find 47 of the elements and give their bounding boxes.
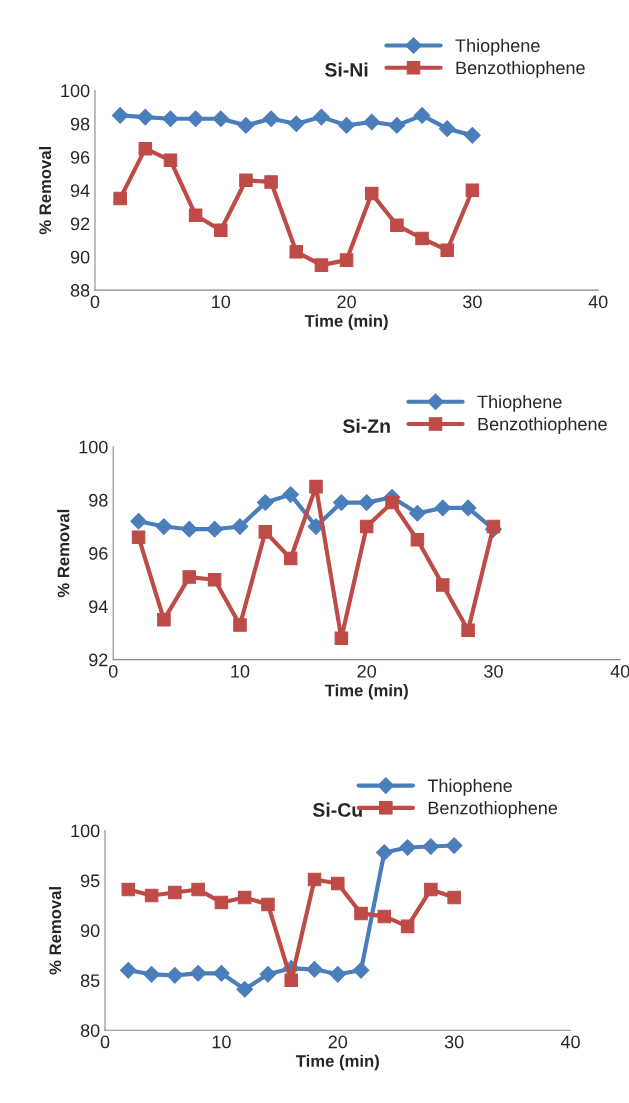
legend-label: Benzothiophene	[456, 60, 585, 78]
y-tick-label: 95	[80, 874, 100, 888]
y-tick-label: 98	[89, 493, 108, 507]
legend-label: Thiophene	[477, 395, 562, 412]
y-tick-label: 96	[70, 150, 90, 164]
x-axis-title: Time (min)	[324, 684, 408, 700]
chart-title: Si-Cu	[312, 802, 362, 817]
x-tick-label: 40	[610, 664, 629, 678]
y-axis-title: % Removal	[48, 887, 62, 975]
x-tick-label: 20	[357, 664, 377, 678]
y-tick-label: 80	[80, 1024, 100, 1037]
y-tick-label: 85	[80, 974, 100, 988]
x-tick-label: 0	[100, 1035, 110, 1049]
y-tick-label: 96	[89, 547, 108, 560]
x-tick-label: 20	[328, 1035, 348, 1049]
x-tick-label: 30	[484, 664, 503, 678]
x-tick-label: 30	[444, 1035, 464, 1049]
chart-title: Si-Ni	[324, 62, 368, 77]
x-tick-label: 40	[560, 1035, 580, 1049]
y-tick-label: 94	[89, 600, 108, 614]
x-axis-title: Time (min)	[304, 314, 388, 331]
legend-label: Benzothiophene	[478, 417, 607, 435]
y-axis-title: % Removal	[57, 509, 70, 598]
y-tick-label: 94	[70, 184, 90, 197]
chart-title: Si-Zn	[342, 418, 390, 434]
x-tick-label: 10	[212, 1035, 231, 1049]
x-tick-label: 0	[90, 295, 100, 309]
y-tick-label: 100	[79, 440, 108, 454]
y-tick-label: 98	[70, 117, 90, 131]
y-tick-label: 90	[70, 250, 90, 264]
y-tick-label: 90	[80, 924, 100, 938]
x-tick-label: 20	[337, 295, 356, 309]
x-axis-title: Time (min)	[295, 1054, 379, 1071]
x-tick-label: 0	[108, 664, 118, 678]
y-tick-label: 100	[61, 84, 90, 98]
x-tick-label: 10	[231, 664, 250, 678]
x-tick-label: 40	[588, 295, 608, 309]
y-tick-label: 92	[89, 653, 108, 667]
y-tick-label: 100	[71, 824, 100, 838]
y-tick-label: 92	[70, 217, 90, 231]
x-tick-label: 30	[463, 295, 482, 309]
legend-label: Benzothiophene	[428, 801, 558, 818]
y-axis-title: % Removal	[38, 146, 52, 235]
legend-label: Thiophene	[455, 38, 540, 56]
legend-label: Thiophene	[427, 778, 512, 796]
x-tick-label: 10	[212, 295, 231, 309]
y-tick-label: 88	[70, 284, 90, 297]
